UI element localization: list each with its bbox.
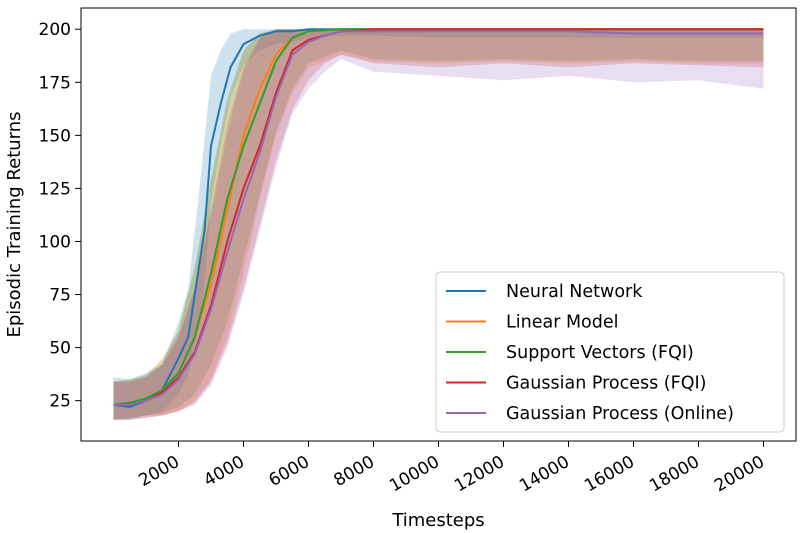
x-tick-label: 4000 [201,452,248,491]
y-tick-label: 150 [39,126,71,146]
legend-label: Linear Model [506,313,619,333]
band-gaussian-process-fqi [113,29,764,420]
x-tick-label: 14000 [516,452,573,496]
band-support-vectors-fqi [113,29,764,420]
y-axis-ticks: 25 50 75 100 125 150 175 200 [39,20,81,412]
legend-label: Gaussian Process (Online) [506,404,734,424]
x-tick-label: 6000 [266,452,313,491]
x-tick-label: 18000 [646,452,703,496]
x-tick-label: 16000 [581,452,638,496]
x-tick-label: 12000 [451,452,508,496]
y-tick-label: 125 [39,179,71,199]
y-tick-label: 100 [39,232,71,252]
band-linear-model [113,29,764,420]
x-tick-label: 8000 [331,452,378,491]
y-tick-label: 175 [39,73,71,93]
line-gaussian-process-fqi [113,28,764,406]
band-gaussian-process-online [113,29,764,420]
legend-label: Support Vectors (FQI) [506,343,694,363]
series-lines [113,28,764,408]
y-tick-label: 25 [49,392,71,412]
x-tick-label: 20000 [711,452,768,496]
x-tick-label: 10000 [386,452,443,496]
y-tick-label: 50 [49,339,71,359]
legend-box [435,271,785,433]
legend-label: Gaussian Process (FQI) [506,374,706,394]
y-tick-label: 75 [49,286,71,306]
y-tick-label: 200 [39,20,71,40]
x-axis-label: Timesteps [391,510,484,531]
line-gaussian-process-online [113,30,764,406]
y-axis-label: Episodic Training Returns [4,111,25,337]
x-tick-label: 2000 [136,452,183,491]
legend: Neural Network Linear Model Support Vector… [435,271,785,433]
legend-label: Neural Network [506,282,643,302]
x-axis-ticks: 2000 4000 6000 8000 10000 12000 14000 16000 1800… [136,441,768,496]
